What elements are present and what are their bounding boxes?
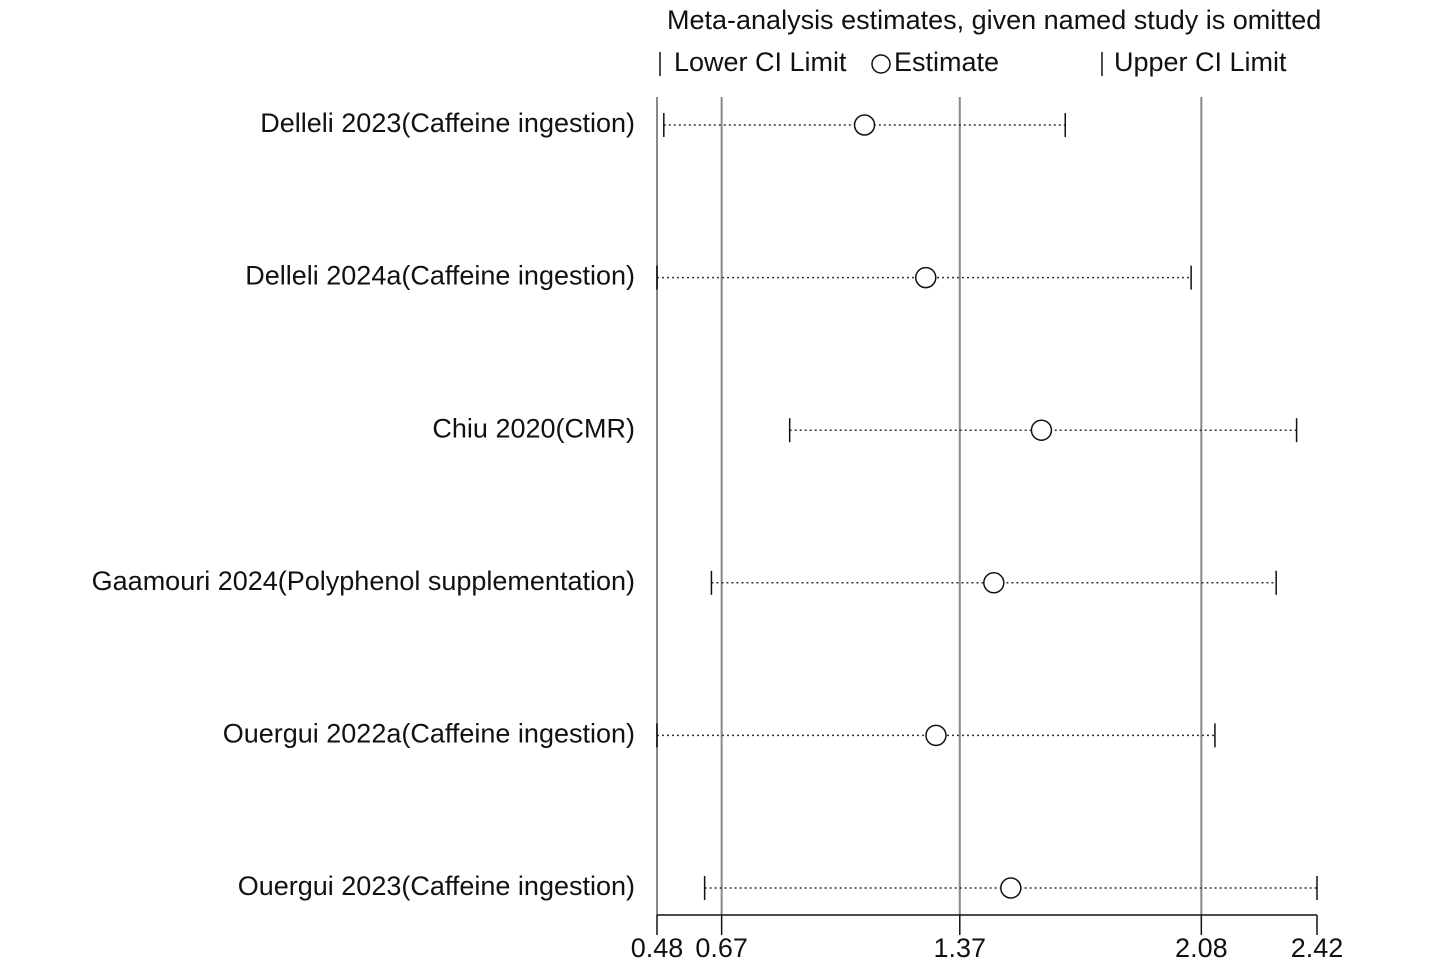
estimate-marker: [925, 724, 947, 747]
chart-title: Meta-analysis estimates, given named stu…: [667, 5, 1321, 35]
study-label: Gaamouri 2024(Polyphenol supplementation…: [92, 566, 635, 596]
legend-estimate-symbol: [871, 54, 891, 74]
study-label: Delleli 2024a(Caffeine ingestion): [245, 261, 635, 291]
study-label: Delleli 2023(Caffeine ingestion): [260, 108, 635, 138]
study-label: Ouergui 2023(Caffeine ingestion): [238, 871, 635, 901]
estimate-marker: [853, 114, 876, 136]
x-tick-label: 1.37: [934, 933, 987, 963]
legend-upper: Upper CI Limit: [1114, 47, 1287, 77]
x-tick-label: 2.42: [1291, 933, 1344, 963]
estimate-marker: [983, 572, 1005, 594]
x-tick-label: 0.48: [631, 933, 684, 963]
study-label: Ouergui 2022a(Caffeine ingestion): [223, 719, 635, 749]
x-tick-label: 0.67: [695, 933, 748, 963]
x-tick-label: 2.08: [1175, 933, 1228, 963]
estimate-marker: [915, 266, 937, 289]
estimate-marker: [1030, 419, 1053, 441]
legend-estimate: Estimate: [894, 47, 999, 77]
legend-lower: Lower CI Limit: [674, 47, 847, 77]
estimate-marker: [1000, 877, 1022, 899]
study-label: Chiu 2020(CMR): [432, 413, 635, 443]
